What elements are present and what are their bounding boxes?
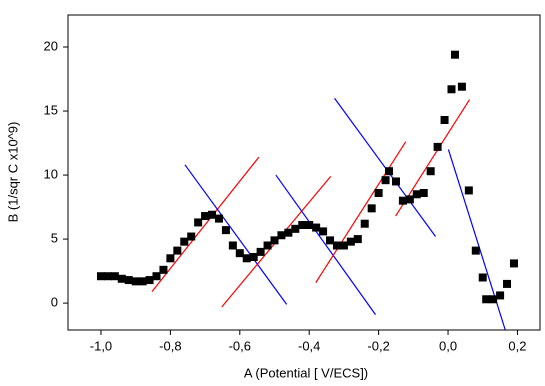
data-point bbox=[166, 254, 175, 263]
data-point bbox=[391, 177, 400, 186]
data-point bbox=[305, 221, 314, 229]
x-tick-label: 0,2 bbox=[508, 338, 526, 353]
data-point bbox=[374, 188, 383, 197]
data-point bbox=[339, 241, 348, 250]
data-point bbox=[398, 196, 407, 205]
data-point bbox=[447, 85, 456, 94]
data-point bbox=[208, 210, 217, 219]
data-point bbox=[284, 228, 293, 237]
y-tick-label: 15 bbox=[44, 102, 58, 117]
data-point bbox=[412, 190, 421, 199]
data-point bbox=[214, 214, 223, 223]
data-point bbox=[426, 167, 435, 176]
data-point bbox=[464, 186, 473, 195]
fit-line bbox=[184, 164, 288, 305]
y-tick-label: 10 bbox=[44, 166, 58, 181]
fit-line bbox=[151, 156, 260, 292]
data-point bbox=[367, 204, 376, 213]
data-point bbox=[194, 218, 203, 227]
data-point bbox=[180, 237, 189, 246]
data-point bbox=[381, 176, 390, 185]
fit-line bbox=[315, 141, 407, 283]
data-point bbox=[270, 236, 279, 245]
data-point bbox=[319, 227, 328, 236]
data-point bbox=[187, 232, 196, 241]
data-point bbox=[450, 50, 459, 59]
data-point bbox=[249, 253, 258, 262]
data-point bbox=[353, 235, 362, 244]
data-point bbox=[433, 142, 442, 151]
data-point bbox=[145, 276, 154, 285]
data-point bbox=[277, 231, 286, 240]
y-tick-label: 0 bbox=[51, 295, 58, 310]
data-point bbox=[332, 241, 341, 250]
data-point bbox=[405, 195, 414, 204]
data-point bbox=[478, 273, 487, 282]
data-point bbox=[263, 241, 272, 250]
x-tick-label: 0,0 bbox=[439, 338, 457, 353]
data-point bbox=[103, 272, 112, 281]
data-point bbox=[159, 265, 168, 274]
data-point bbox=[471, 246, 480, 255]
data-point bbox=[131, 277, 140, 286]
data-point bbox=[509, 259, 518, 268]
data-point bbox=[124, 276, 133, 285]
data-point bbox=[457, 82, 466, 91]
data-point bbox=[201, 212, 210, 221]
data-point bbox=[440, 116, 449, 124]
data-point bbox=[117, 274, 126, 283]
plot-frame bbox=[67, 14, 541, 331]
y-tick-label: 20 bbox=[44, 38, 58, 53]
x-tick-label: -0,4 bbox=[298, 338, 320, 353]
fit-line bbox=[275, 174, 376, 315]
data-point bbox=[489, 295, 498, 304]
data-point bbox=[96, 272, 105, 281]
x-tick-label: -0,2 bbox=[367, 338, 389, 353]
x-tick-label: -0,6 bbox=[229, 338, 251, 353]
y-axis-label: B (1/sqr C x10^9) bbox=[5, 122, 20, 223]
data-point bbox=[326, 236, 335, 245]
data-point bbox=[228, 241, 237, 250]
x-tick-label: -1,0 bbox=[90, 338, 112, 353]
data-point bbox=[138, 277, 147, 286]
data-point bbox=[242, 254, 251, 263]
x-axis-label: A (Potential [ V/ECS]) bbox=[244, 365, 368, 380]
y-tick-label: 5 bbox=[51, 231, 58, 246]
data-point bbox=[221, 226, 230, 235]
data-point bbox=[360, 219, 369, 228]
data-point bbox=[385, 167, 394, 176]
data-point bbox=[346, 237, 355, 246]
data-point bbox=[496, 291, 505, 300]
x-tick-label: -0,8 bbox=[159, 338, 181, 353]
data-point bbox=[173, 246, 182, 255]
data-point bbox=[312, 223, 321, 232]
data-point bbox=[235, 249, 244, 258]
data-point bbox=[482, 295, 491, 304]
data-point bbox=[419, 188, 428, 197]
data-point bbox=[503, 279, 512, 288]
data-point bbox=[110, 272, 119, 281]
data-point bbox=[256, 247, 265, 256]
data-point bbox=[291, 224, 300, 233]
data-point bbox=[298, 221, 307, 229]
plot-area bbox=[96, 50, 518, 330]
data-point bbox=[152, 272, 161, 281]
